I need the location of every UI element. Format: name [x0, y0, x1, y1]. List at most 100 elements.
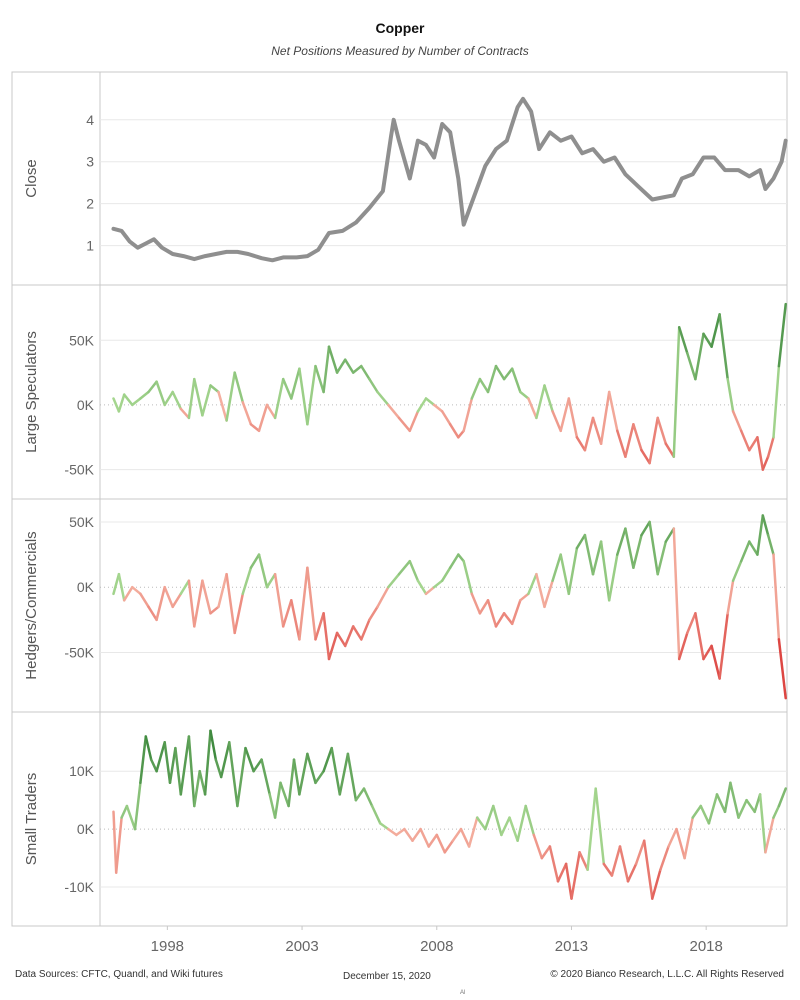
- hedgers-commercials-series-segment: [616, 527, 627, 556]
- small-traders-series-segment: [451, 827, 463, 842]
- large-speculators-series-segment: [233, 371, 245, 404]
- hedgers-commercials-series-segment: [702, 644, 713, 661]
- hedgers-commercials-series-segment: [241, 566, 253, 596]
- hedgers-commercials-series-segment: [494, 612, 506, 628]
- large-speculators-series-segment: [761, 455, 770, 471]
- small-traders-series-segment: [338, 752, 350, 796]
- large-speculators-series-segment: [583, 416, 595, 452]
- large-speculators-series-segment: [351, 364, 363, 374]
- hedgers-commercials-series-segment: [298, 566, 309, 641]
- hedgers-commercials-series-segment: [648, 520, 659, 576]
- large-speculators-series-segment: [535, 384, 546, 420]
- large-speculators-series-segment: [147, 380, 158, 394]
- hedgers-commercials-y-tick-label: -50K: [64, 644, 94, 660]
- large-speculators-series-segment: [257, 403, 269, 433]
- small-traders-series-segment: [570, 851, 581, 900]
- large-speculators-series-segment: [397, 416, 412, 433]
- small-traders-series-segment: [435, 833, 447, 854]
- hedgers-commercials-series-segment: [457, 553, 465, 563]
- small-traders-series-segment: [149, 758, 158, 773]
- small-traders-series-segment: [268, 793, 277, 819]
- large-speculators-series-segment: [376, 390, 390, 407]
- small-traders-y-tick-label: 10K: [69, 763, 95, 779]
- hedgers-commercials-series-segment: [179, 579, 191, 596]
- large-speculators-series-segment: [131, 397, 142, 407]
- large-speculators-series-segment: [440, 410, 452, 426]
- large-speculators-series-segment: [686, 351, 697, 381]
- hedgers-commercials-series-segment: [440, 566, 452, 582]
- hedgers-commercials-series-segment: [376, 585, 390, 609]
- hedgers-commercials-series-segment: [351, 625, 363, 641]
- large-speculators-series-segment: [575, 436, 587, 452]
- small-traders-series-segment: [540, 845, 552, 860]
- small-traders-series-segment: [516, 804, 527, 842]
- small-traders-series-segment: [378, 822, 390, 831]
- x-tick-label: 2003: [285, 938, 318, 955]
- x-tick-label: 2018: [689, 938, 722, 955]
- hedgers-commercials-series-segment: [462, 559, 474, 596]
- large-speculators-series-segment: [209, 384, 220, 394]
- hedgers-commercials-series-segment: [343, 625, 355, 648]
- small-traders-series-segment: [729, 781, 740, 819]
- large-speculators-series-segment: [748, 436, 759, 452]
- large-speculators-series-segment: [551, 410, 562, 433]
- hedgers-commercials-series-segment: [225, 572, 236, 635]
- hedgers-commercials-series-segment: [761, 514, 770, 537]
- hedgers-commercials-series-segment: [535, 572, 546, 609]
- hedgers-commercials-series-segment: [112, 572, 121, 596]
- large-speculators-series-segment: [599, 390, 611, 445]
- small-traders-series-segment: [500, 816, 511, 837]
- hedgers-commercials-series-segment: [756, 514, 765, 556]
- small-traders-series-segment: [699, 804, 711, 825]
- large-speculators-series-segment: [112, 397, 121, 413]
- hedgers-commercials-series-segment: [233, 592, 245, 635]
- large-speculators-series-segment: [486, 364, 498, 394]
- large-speculators-series-segment: [731, 410, 743, 433]
- hedgers-commercials-series-segment: [575, 533, 587, 550]
- small-traders-series-segment: [306, 752, 317, 785]
- hedgers-commercials-series-segment: [766, 533, 775, 556]
- small-traders-series-segment: [125, 804, 137, 831]
- large-speculators-series-segment: [519, 390, 530, 400]
- small-traders-series-segment: [155, 741, 166, 773]
- large-speculators-series-segment: [543, 384, 554, 413]
- hedgers-commercials-series-segment: [583, 533, 595, 576]
- small-traders-series-segment: [758, 793, 767, 854]
- hedgers-commercials-series-segment: [217, 572, 228, 609]
- large-speculators-y-tick-label: 50K: [69, 332, 95, 348]
- hedgers-commercials-series-segment: [777, 638, 787, 700]
- small-traders-series-segment: [252, 758, 263, 773]
- small-traders-series-segment: [273, 781, 282, 819]
- hedgers-commercials-series-segment: [209, 605, 220, 615]
- large-speculators-series-segment: [201, 384, 212, 417]
- large-speculators-series-segment: [710, 313, 721, 348]
- large-speculators-series-segment: [640, 448, 651, 465]
- small-traders-series-segment: [228, 741, 239, 808]
- copyright-note: © 2020 Bianco Research, L.L.C. All Right…: [550, 969, 784, 980]
- large-speculators-series-segment: [448, 423, 460, 439]
- hedgers-commercials-series-segment: [527, 572, 538, 596]
- small-traders-series-segment: [683, 816, 694, 860]
- large-speculators-series-segment: [672, 326, 681, 458]
- small-traders-series-segment: [548, 845, 560, 883]
- small-traders-series-segment: [691, 804, 703, 819]
- large-speculators-series-segment: [217, 390, 228, 422]
- small-traders-series-segment: [764, 816, 775, 854]
- hedgers-commercials-y-tick-label: 0K: [77, 579, 95, 595]
- close-y-tick-label: 4: [86, 112, 94, 128]
- hedgers-commercials-series-segment: [519, 592, 530, 602]
- small-traders-series-segment: [354, 787, 366, 802]
- small-traders-series-segment: [419, 827, 430, 848]
- hedgers-commercials-series-segment: [249, 553, 261, 569]
- small-traders-series-segment: [667, 827, 678, 848]
- small-traders-series-segment: [362, 787, 374, 808]
- small-traders-series-segment: [236, 746, 247, 808]
- large-speculators-series-segment: [702, 332, 713, 348]
- large-speculators-series-segment: [739, 429, 751, 452]
- hedgers-commercials-series-segment: [599, 540, 611, 602]
- large-speculators-series-segment: [457, 429, 465, 439]
- large-speculators-series-segment: [616, 429, 627, 458]
- large-speculators-series-segment: [772, 364, 781, 439]
- large-speculators-series-segment: [249, 423, 261, 433]
- hedgers-commercials-series-segment: [478, 599, 490, 615]
